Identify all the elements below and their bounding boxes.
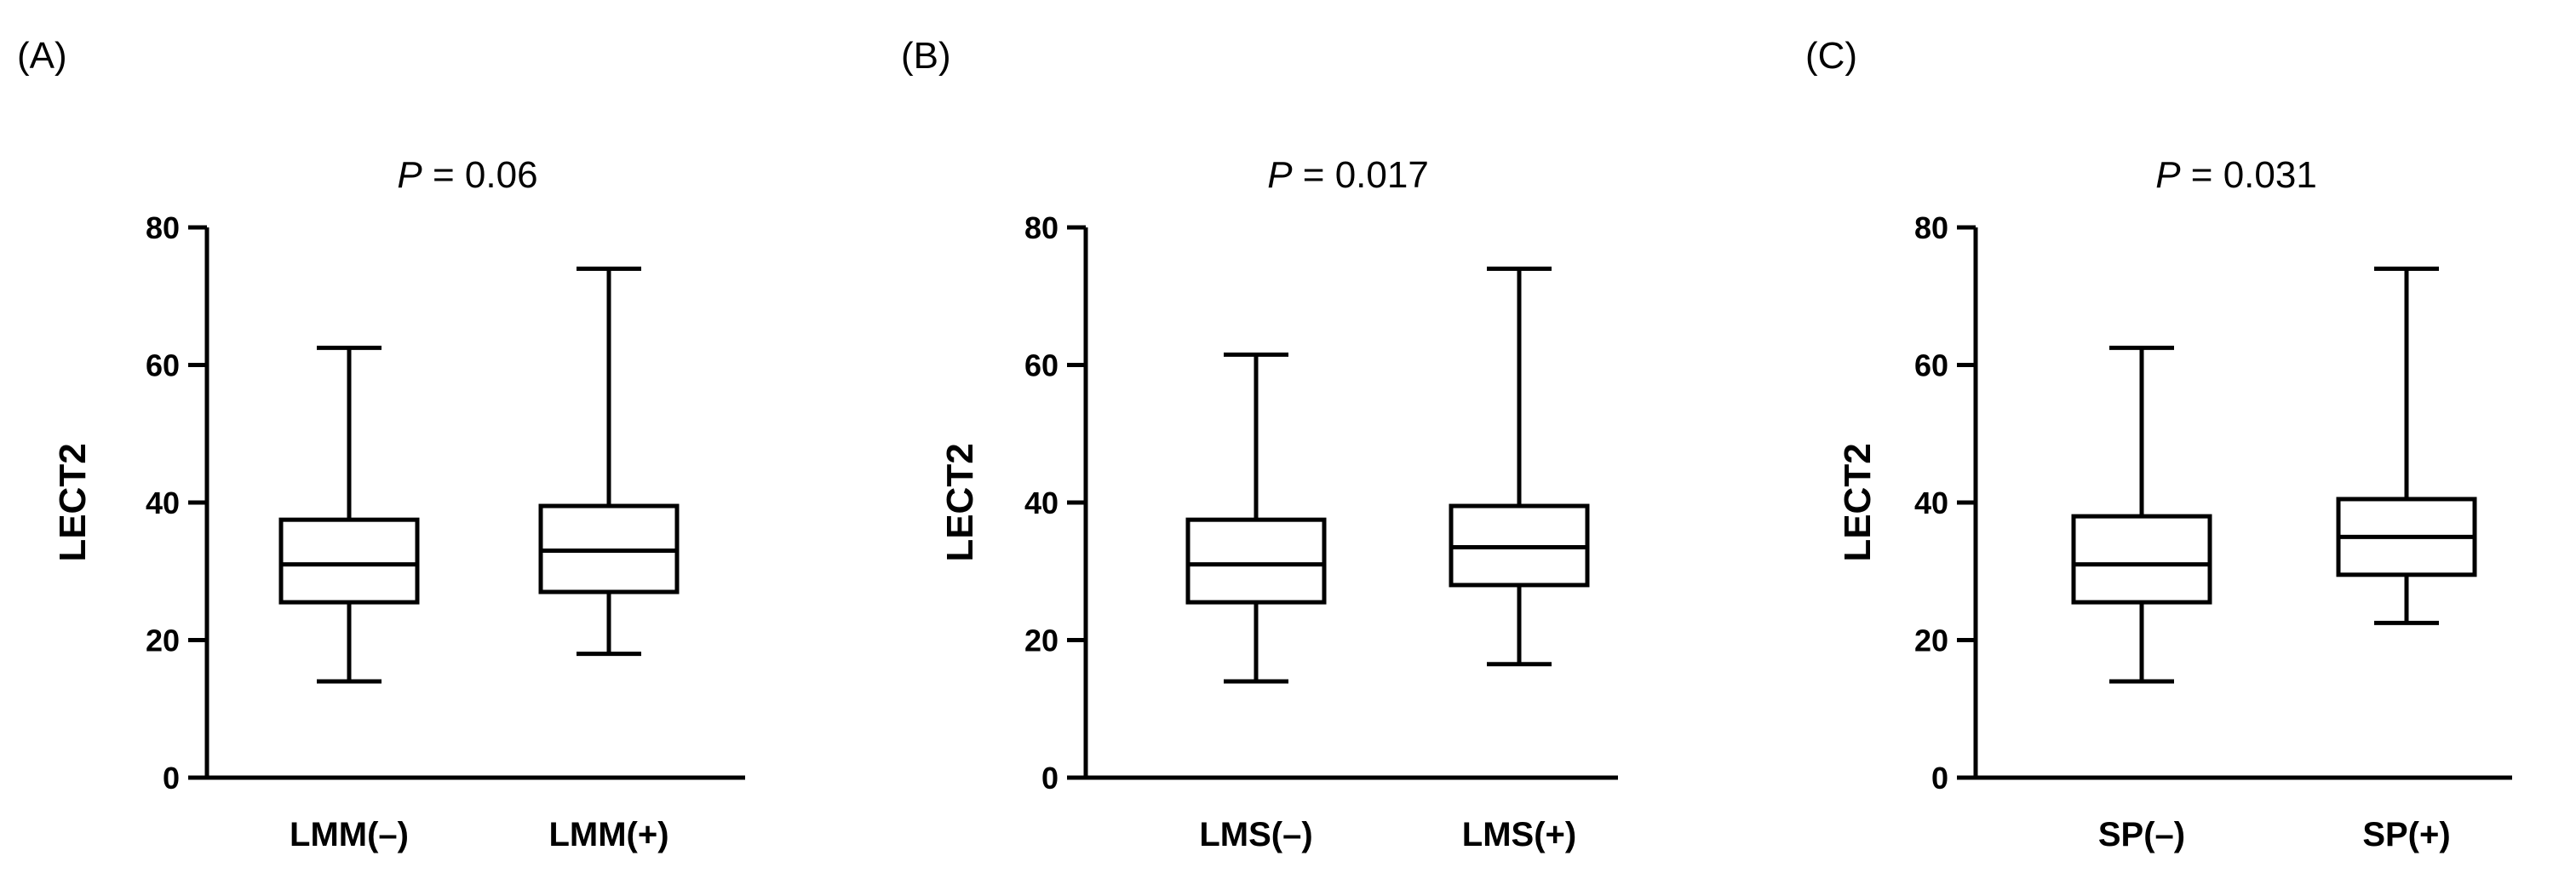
y-tick-label: 40 (1024, 485, 1059, 520)
p-value: = 0.031 (2181, 154, 2317, 196)
category-label: LMM(–) (290, 816, 409, 853)
category-label: LMS(–) (1199, 816, 1312, 853)
y-tick-label: 20 (1914, 623, 1948, 658)
box-plot-2 (1449, 266, 1590, 667)
y-tick-label: 0 (1041, 761, 1059, 796)
chart-panel-2: (B) P = 0.017 0 20 40 60 80 LECT2 LMS(–) LMS(+) (901, 35, 1618, 853)
category-label: SP(–) (2098, 816, 2185, 853)
category-label: LMM(+) (548, 816, 668, 853)
y-tick-label: 0 (1931, 761, 1948, 796)
panel-label: (A) (17, 35, 67, 77)
p-value-label: P = 0.031 (2155, 154, 2317, 196)
y-tick-label: 60 (1024, 348, 1059, 383)
chart-panel-1: (A) P = 0.06 0 20 40 60 80 LECT2 LMM(–) LMM(+) (17, 35, 745, 853)
y-axis-title: LECT2 (1837, 443, 1879, 561)
y-tick-label: 80 (1914, 210, 1948, 245)
p-symbol: P (2155, 154, 2181, 196)
y-tick-label: 20 (146, 623, 180, 658)
p-value-label: P = 0.017 (1267, 154, 1429, 196)
y-tick-label: 80 (146, 210, 180, 245)
chart-panel-3: (C) P = 0.031 0 20 40 60 80 LECT2 SP(–) SP(+) (1805, 35, 2512, 853)
box-plot-2 (2336, 266, 2477, 625)
p-value-label: P = 0.06 (397, 154, 537, 196)
iqr-box (2071, 514, 2212, 605)
p-value: = 0.06 (422, 154, 538, 196)
y-tick-label: 40 (146, 485, 180, 520)
y-axis-title: LECT2 (52, 443, 94, 561)
box-plot-1 (1185, 352, 1327, 684)
iqr-box (278, 517, 420, 605)
y-tick-label: 80 (1024, 210, 1059, 245)
box-plot-2 (538, 266, 680, 657)
panel-label: (B) (901, 35, 951, 77)
panel-label: (C) (1805, 35, 1857, 77)
category-label: SP(+) (2362, 816, 2450, 853)
y-axis-title: LECT2 (939, 443, 981, 561)
p-symbol: P (397, 154, 422, 196)
category-label: LMS(+) (1462, 816, 1576, 853)
y-tick-label: 40 (1914, 485, 1948, 520)
y-tick-label: 60 (146, 348, 180, 383)
p-value: = 0.017 (1293, 154, 1429, 196)
box-plot-1 (2071, 345, 2212, 684)
iqr-box (1185, 517, 1327, 605)
y-tick-label: 20 (1024, 623, 1059, 658)
box-plot-1 (278, 345, 420, 684)
p-symbol: P (1267, 154, 1293, 196)
y-tick-label: 0 (163, 761, 180, 796)
y-tick-label: 60 (1914, 348, 1948, 383)
